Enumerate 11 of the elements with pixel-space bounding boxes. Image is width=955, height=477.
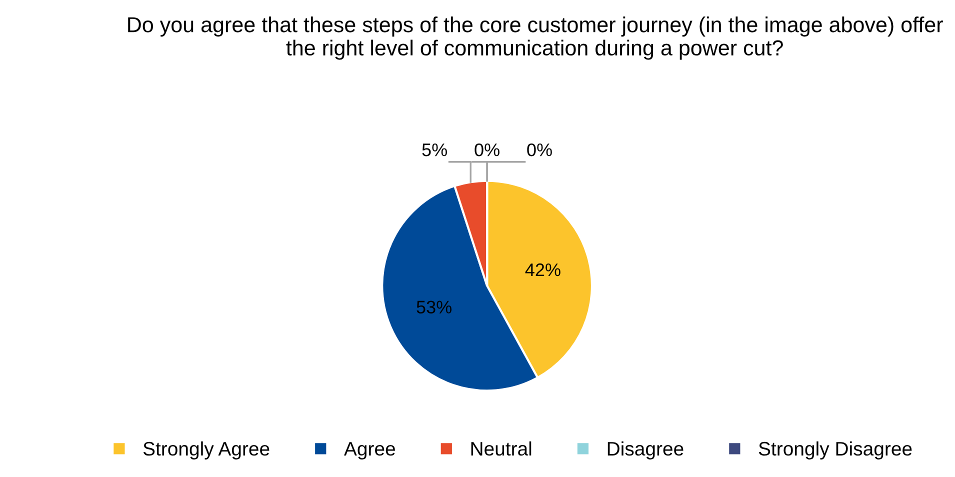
legend-label: Neutral [471, 441, 532, 456]
legend-label: Agree [344, 442, 395, 460]
text: 0% [474, 143, 500, 156]
data-label: 53% [416, 300, 452, 314]
legend-label: Strongly Agree [143, 441, 270, 460]
legend-label: Disagree [608, 441, 684, 460]
chart-title: Do you agree that these steps of the core customer journey (in the image above) offer the right level of communication during a power cut? [128, 16, 943, 60]
data-label: 42% [525, 263, 560, 276]
legend-label: Strongly Disagree [758, 441, 912, 460]
data-label: 5% [422, 144, 447, 156]
text: 0% [527, 143, 552, 156]
